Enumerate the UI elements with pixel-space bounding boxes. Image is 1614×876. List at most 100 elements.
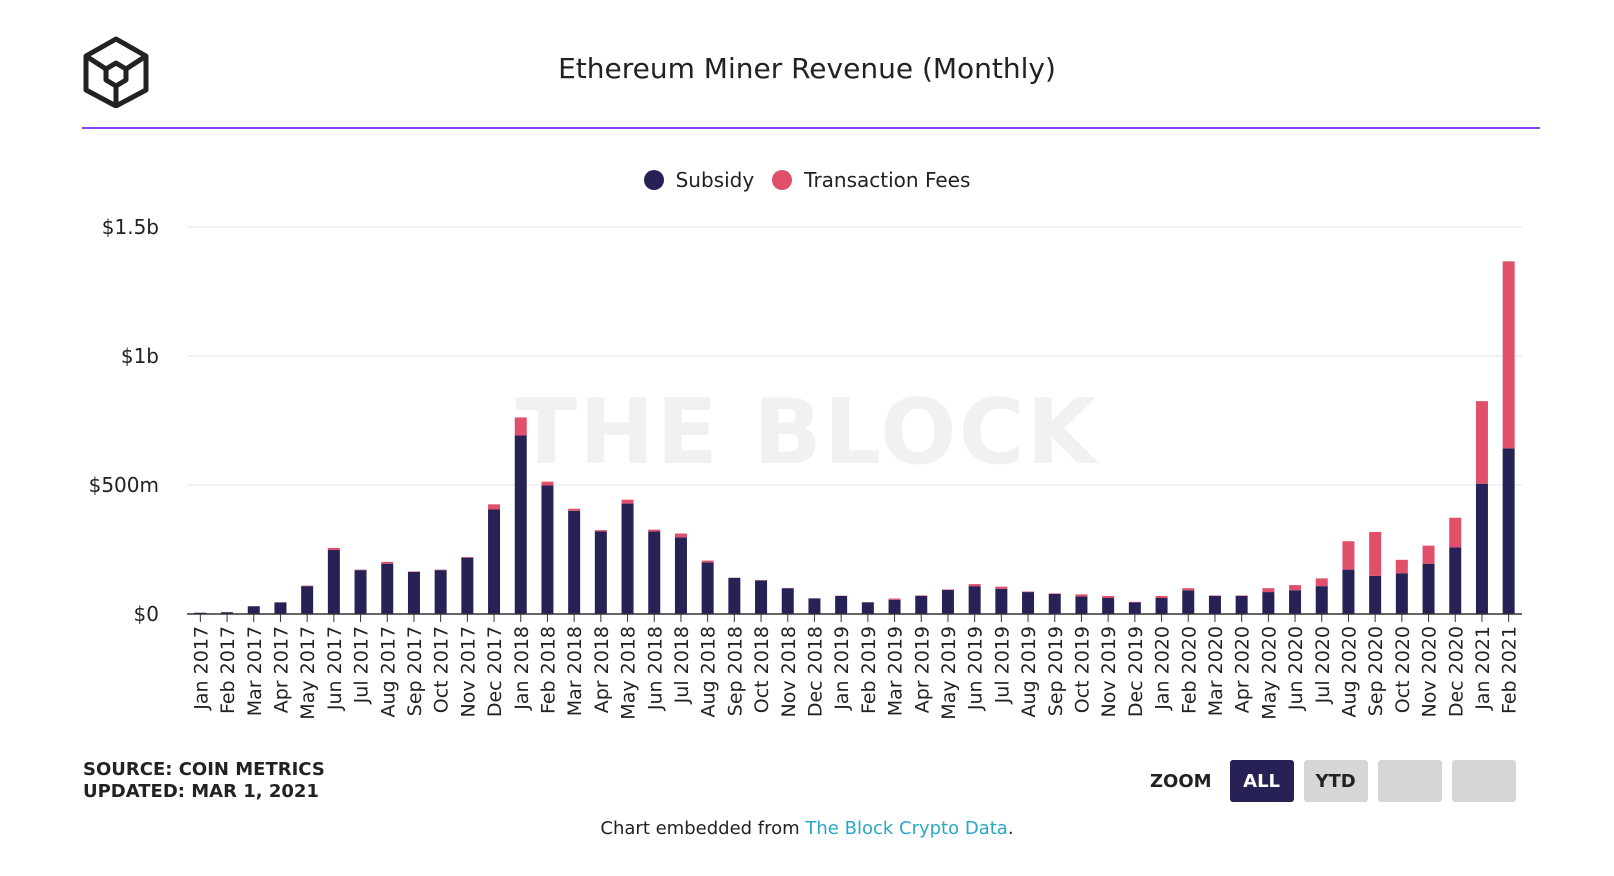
bar-subsidy[interactable]: [354, 570, 367, 614]
bar-subsidy[interactable]: [461, 557, 474, 614]
bar-subsidy[interactable]: [568, 510, 581, 614]
bar-subsidy[interactable]: [327, 550, 340, 614]
bar-subsidy[interactable]: [541, 485, 554, 614]
bar-subsidy[interactable]: [968, 586, 981, 614]
zoom-option-button-4[interactable]: [1451, 760, 1516, 802]
bar-fees[interactable]: [648, 529, 661, 532]
bar-subsidy[interactable]: [1342, 569, 1355, 614]
bar-subsidy[interactable]: [1155, 598, 1168, 614]
bar-subsidy[interactable]: [1235, 595, 1248, 614]
bar-fees[interactable]: [594, 530, 607, 532]
bar-subsidy[interactable]: [301, 586, 314, 614]
bar-subsidy[interactable]: [594, 531, 607, 614]
bar-fees[interactable]: [1075, 594, 1088, 597]
bar-subsidy[interactable]: [1369, 575, 1382, 614]
bar-subsidy[interactable]: [1128, 602, 1141, 614]
bar-fees[interactable]: [1395, 559, 1408, 574]
footer-link[interactable]: The Block Crypto Data: [805, 818, 1008, 839]
bar-subsidy[interactable]: [1208, 595, 1221, 614]
bar-subsidy[interactable]: [888, 599, 901, 614]
bar-subsidy[interactable]: [1449, 547, 1462, 614]
bar-subsidy[interactable]: [781, 588, 794, 614]
bar-subsidy[interactable]: [381, 563, 394, 614]
bar-fees[interactable]: [915, 595, 928, 596]
bar-subsidy[interactable]: [621, 503, 634, 614]
bar-subsidy[interactable]: [941, 590, 954, 614]
bar-fees[interactable]: [1369, 531, 1382, 576]
bar-fees[interactable]: [1502, 261, 1515, 449]
bar-subsidy[interactable]: [434, 570, 447, 614]
bar-subsidy[interactable]: [674, 537, 687, 614]
bar-fees[interactable]: [488, 504, 501, 510]
bar-subsidy[interactable]: [514, 435, 527, 614]
bar-fees[interactable]: [1208, 595, 1221, 596]
bar-subsidy[interactable]: [1075, 596, 1088, 614]
x-tick-label: Aug 2018: [698, 626, 720, 718]
bar-fees[interactable]: [995, 586, 1008, 589]
x-tick-label: Jan 2020: [1152, 626, 1174, 711]
bar-subsidy[interactable]: [861, 602, 874, 614]
bar-subsidy[interactable]: [915, 595, 928, 614]
bar-fees[interactable]: [301, 585, 314, 587]
bar-fees[interactable]: [1289, 585, 1302, 591]
bar-fees[interactable]: [1128, 601, 1141, 603]
bar-subsidy[interactable]: [648, 531, 661, 614]
bar-fees[interactable]: [381, 561, 394, 564]
bar-subsidy[interactable]: [728, 577, 741, 614]
bar-fees[interactable]: [1315, 578, 1328, 587]
bar-subsidy[interactable]: [1502, 448, 1515, 614]
bar-fees[interactable]: [674, 533, 687, 538]
zoom-all-button[interactable]: ALL: [1229, 760, 1294, 802]
x-tick-label: Apr 2018: [591, 626, 613, 713]
bar-subsidy[interactable]: [808, 598, 821, 614]
bar-fees[interactable]: [1475, 401, 1488, 484]
footer-prefix: Chart embedded from: [600, 818, 806, 839]
bar-fees[interactable]: [434, 569, 447, 571]
legend-item-fees[interactable]: Transaction Fees: [772, 168, 970, 192]
bar-subsidy[interactable]: [1262, 592, 1275, 614]
bar-fees[interactable]: [1235, 595, 1248, 596]
bar-subsidy[interactable]: [1102, 598, 1115, 614]
bar-fees[interactable]: [1102, 595, 1115, 599]
bar-subsidy[interactable]: [995, 588, 1008, 614]
bar-subsidy[interactable]: [274, 602, 287, 614]
zoom-ytd-button[interactable]: YTD: [1303, 760, 1368, 802]
bar-fees[interactable]: [941, 589, 954, 591]
bar-fees[interactable]: [568, 508, 581, 511]
bar-subsidy[interactable]: [488, 509, 501, 614]
bar-subsidy[interactable]: [221, 612, 234, 614]
bar-subsidy[interactable]: [701, 562, 714, 614]
bar-fees[interactable]: [407, 571, 420, 572]
bar-subsidy[interactable]: [1022, 592, 1035, 614]
bar-fees[interactable]: [888, 598, 901, 600]
bar-fees[interactable]: [354, 569, 367, 571]
bar-fees[interactable]: [1262, 588, 1275, 593]
bar-fees[interactable]: [1422, 545, 1435, 564]
bar-subsidy[interactable]: [755, 580, 768, 614]
bar-subsidy[interactable]: [1315, 586, 1328, 614]
bar-subsidy[interactable]: [247, 606, 260, 614]
bar-fees[interactable]: [1048, 593, 1061, 594]
bar-subsidy[interactable]: [1048, 593, 1061, 614]
bar-fees[interactable]: [621, 499, 634, 504]
bar-fees[interactable]: [514, 417, 527, 436]
bar-fees[interactable]: [327, 547, 340, 551]
bar-subsidy[interactable]: [1289, 590, 1302, 614]
bar-fees[interactable]: [1342, 541, 1355, 570]
bar-subsidy[interactable]: [835, 595, 848, 614]
legend-item-subsidy[interactable]: Subsidy: [643, 168, 754, 192]
bar-subsidy[interactable]: [1422, 563, 1435, 614]
bar-fees[interactable]: [701, 560, 714, 563]
bar-subsidy[interactable]: [1475, 483, 1488, 614]
bar-fees[interactable]: [1022, 591, 1035, 593]
bar-subsidy[interactable]: [1182, 590, 1195, 614]
bar-fees[interactable]: [1449, 517, 1462, 548]
zoom-option-button-3[interactable]: [1377, 760, 1442, 802]
bar-subsidy[interactable]: [1395, 573, 1408, 614]
bar-fees[interactable]: [1182, 588, 1195, 591]
bar-subsidy[interactable]: [407, 571, 420, 614]
bar-fees[interactable]: [461, 556, 474, 558]
bar-fees[interactable]: [1155, 595, 1168, 599]
bar-fees[interactable]: [968, 584, 981, 587]
bar-fees[interactable]: [541, 481, 554, 486]
